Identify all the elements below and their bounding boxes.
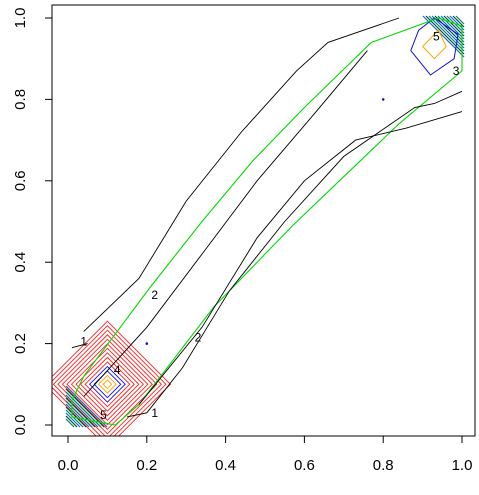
peak-contour (70, 347, 144, 421)
corner-contour (455, 15, 465, 25)
peak-contour (75, 352, 140, 417)
corner-contour (65, 397, 96, 428)
peak-contour (84, 361, 131, 408)
x-tick-label: 0.2 (136, 457, 157, 474)
y-tick-label: 0.0 (12, 415, 29, 436)
y-axis: 0.0 0.2 0.4 0.6 0.8 1.0 (12, 8, 53, 436)
corner-contour (65, 418, 75, 428)
peak-contour (66, 343, 149, 426)
corner-contour (452, 15, 465, 28)
peak-contour (52, 320, 172, 436)
corner-contour (425, 15, 465, 55)
corner-contour (65, 412, 81, 428)
contour-label: 4 (114, 363, 121, 377)
contour-label: 5 (100, 408, 107, 422)
x-tick-label: 0.0 (58, 457, 79, 474)
corner-contour (443, 15, 465, 37)
y-tick-label: 0.8 (12, 89, 29, 110)
contour-label: 5 (433, 29, 440, 43)
contour-level-1 (71, 343, 88, 349)
bottom-left-high-density-cluster (52, 320, 172, 436)
corner-contour (65, 394, 99, 428)
x-axis: 0.0 0.2 0.4 0.6 0.8 1.0 (58, 435, 473, 474)
isolated-point (145, 342, 149, 345)
corner-contour (422, 15, 465, 58)
contour-label: 1 (80, 335, 87, 349)
contour-lines (71, 17, 463, 426)
contour-level-1 (83, 50, 368, 397)
contour-level-1 (138, 111, 463, 405)
x-tick-label: 0.8 (373, 457, 394, 474)
corner-contour (428, 15, 465, 52)
corner-contour (65, 403, 90, 428)
isolated-point (381, 98, 385, 101)
corner-contour (431, 15, 465, 49)
peak-contour (52, 329, 163, 436)
peak-contour (422, 29, 447, 60)
y-tick-label: 0.2 (12, 333, 29, 354)
contour-label: 2 (151, 288, 158, 302)
peak-contour (97, 374, 117, 394)
corner-contour (434, 15, 465, 46)
isolated-points (145, 98, 385, 345)
corner-contour (65, 400, 93, 428)
contour-labels: 1 2 2 1 3 5 4 5 (80, 29, 459, 422)
contour-level-1 (127, 90, 463, 418)
contour-label: 1 (151, 406, 158, 420)
peak-contour (61, 338, 154, 430)
peak-contour (88, 365, 126, 403)
y-tick-label: 0.4 (12, 252, 29, 273)
corner-contour (446, 15, 465, 34)
peak-contour (410, 17, 459, 76)
peak-contour (79, 356, 135, 412)
contour-level-1 (83, 17, 400, 332)
x-tick-label: 0.6 (294, 457, 315, 474)
x-tick-label: 0.4 (215, 457, 236, 474)
corner-contour (65, 406, 87, 428)
corner-contour (65, 385, 108, 428)
y-tick-label: 1.0 (12, 8, 29, 29)
peak-contour (102, 379, 113, 390)
y-tick-label: 0.6 (12, 170, 29, 191)
corner-contour (65, 409, 84, 428)
contour-label: 2 (195, 330, 202, 344)
contour-label: 3 (453, 64, 460, 78)
contour-level-2 (71, 17, 463, 426)
x-tick-label: 1.0 (452, 457, 473, 474)
corner-contour (65, 388, 105, 428)
corner-contour (65, 415, 78, 428)
